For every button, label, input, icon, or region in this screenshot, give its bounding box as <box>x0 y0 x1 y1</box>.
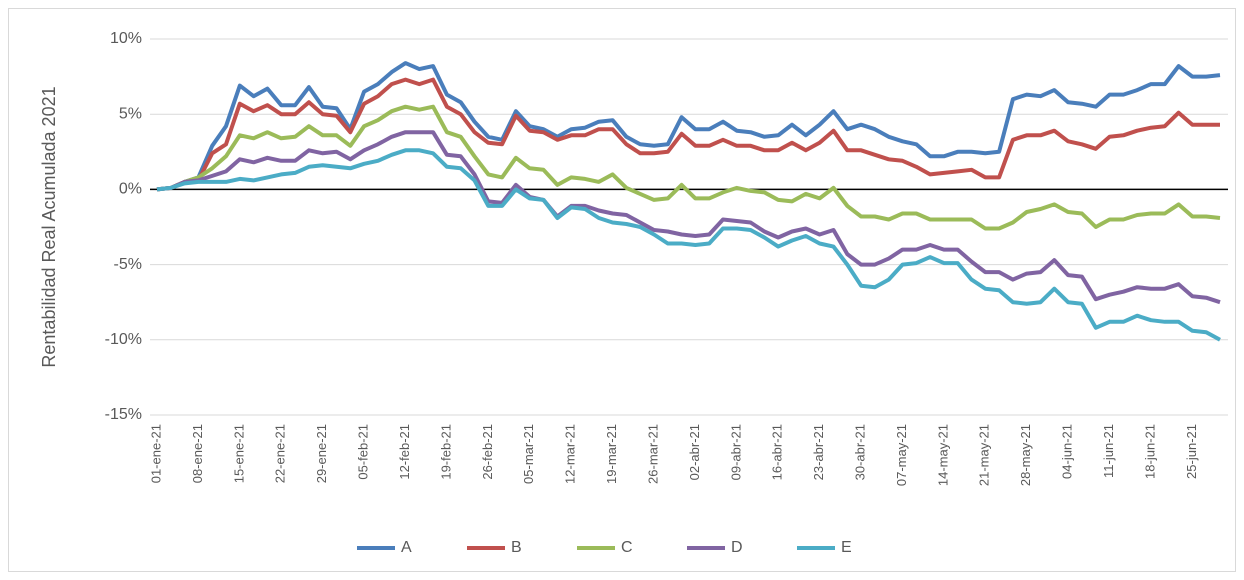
x-tick-label: 12-feb-21 <box>397 424 412 480</box>
y-tick-label: 0% <box>119 181 142 198</box>
y-tick-label: -15% <box>105 406 142 423</box>
x-tick-label: 22-ene-21 <box>273 424 288 483</box>
y-tick-label: -10% <box>105 331 142 348</box>
x-tick-label: 21-may-21 <box>977 424 992 486</box>
x-tick-label: 02-abr-21 <box>687 424 702 480</box>
x-tick-label: 04-jun-21 <box>1060 424 1075 479</box>
x-tick-label: 29-ene-21 <box>314 424 329 483</box>
legend-label: B <box>511 539 522 556</box>
legend-label: C <box>621 539 633 556</box>
x-tick-label: 26-feb-21 <box>480 424 495 480</box>
legend-label: E <box>841 539 852 556</box>
y-tick-label: 5% <box>119 105 142 122</box>
x-tick-label: 01-ene-21 <box>148 424 163 483</box>
series-line <box>156 130 1221 305</box>
y-tick-label: 10% <box>110 30 142 47</box>
x-tick-label: 14-may-21 <box>935 424 950 486</box>
x-tick-label: 15-ene-21 <box>231 424 246 483</box>
series-line <box>156 148 1221 342</box>
x-tick-label: 28-may-21 <box>1018 424 1033 486</box>
x-tick-label: 19-mar-21 <box>604 424 619 484</box>
y-axis-title: Rentabilidad Real Acumulada 2021 <box>39 86 59 367</box>
legend-label: A <box>401 539 412 556</box>
x-tick-label: 18-jun-21 <box>1142 424 1157 479</box>
series-line <box>156 104 1221 231</box>
series-line <box>156 61 1221 192</box>
y-tick-label: -5% <box>114 256 142 273</box>
x-tick-label: 11-jun-21 <box>1101 424 1116 478</box>
x-tick-label: 19-feb-21 <box>438 424 453 480</box>
x-tick-label: 05-mar-21 <box>521 424 536 484</box>
x-tick-label: 25-jun-21 <box>1184 424 1199 479</box>
x-tick-label: 30-abr-21 <box>853 424 868 480</box>
x-tick-label: 05-feb-21 <box>356 424 371 480</box>
x-tick-label: 07-may-21 <box>894 424 909 486</box>
x-tick-label: 09-abr-21 <box>728 424 743 480</box>
legend-label: D <box>731 539 743 556</box>
chart-frame <box>8 8 1236 572</box>
x-tick-label: 26-mar-21 <box>645 424 660 484</box>
x-tick-label: 16-abr-21 <box>770 424 785 480</box>
x-tick-label: 23-abr-21 <box>811 424 826 480</box>
series-line <box>156 77 1220 192</box>
x-tick-label: 08-ene-21 <box>190 424 205 483</box>
x-tick-label: 12-mar-21 <box>563 424 578 484</box>
